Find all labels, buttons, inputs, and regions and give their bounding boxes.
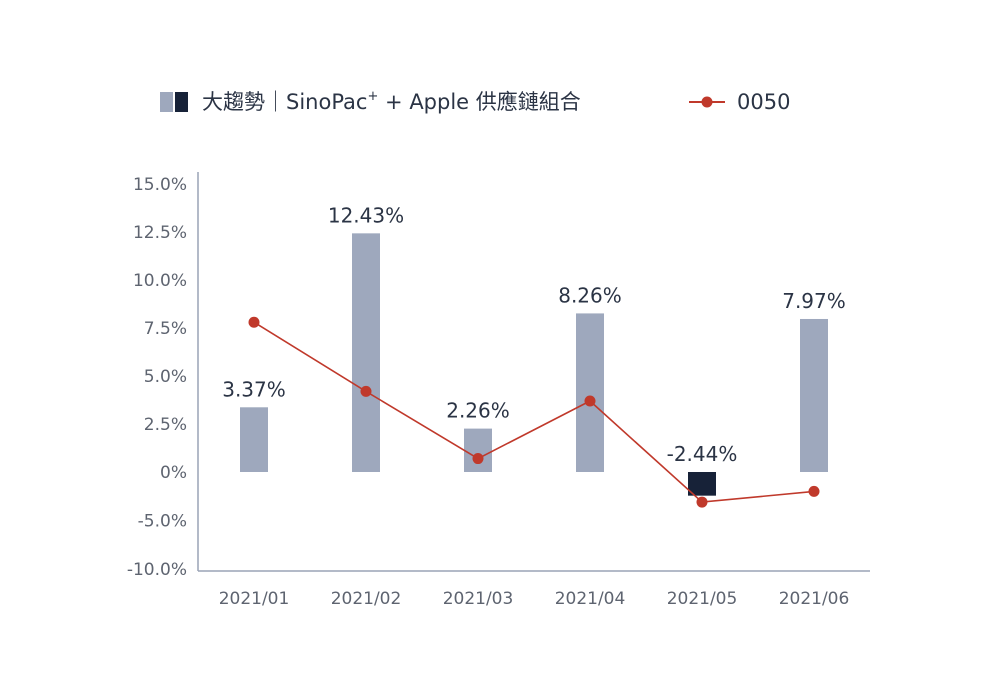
line-0050 (253, 321, 815, 503)
bar-data-label: 8.26% (558, 283, 622, 307)
line-point (248, 316, 260, 328)
legend-bar-label-sup: + (367, 89, 378, 104)
line-point (696, 496, 708, 508)
line-series (248, 316, 820, 508)
y-tick-label: 15.0% (133, 175, 187, 195)
x-tick-label: 2021/01 (219, 589, 290, 609)
bar-data-label: 7.97% (782, 289, 846, 313)
legend-swatch-dark (175, 92, 188, 112)
legend: 大趨勢｜SinoPac+ + Apple 供應鏈組合 0050 (160, 89, 790, 114)
bar (576, 313, 604, 472)
bar-data-label: 3.37% (222, 377, 286, 401)
y-tick-label: 10.0% (133, 271, 187, 291)
line-point (808, 485, 820, 497)
legend-bar-swatch (160, 92, 188, 112)
y-tick-label: 5.0% (144, 367, 187, 387)
bar (240, 407, 268, 472)
y-tick-labels: 15.0% 12.5% 10.0% 7.5% 5.0% 2.5% 0% -5.0% -10.0% (127, 175, 187, 580)
legend-swatch-light (160, 92, 173, 112)
bar-data-label: -2.44% (667, 442, 738, 466)
x-tick-label: 2021/06 (779, 589, 850, 609)
y-tick-label: 0% (160, 463, 187, 483)
bar-series (240, 233, 828, 496)
x-tick-label: 2021/02 (331, 589, 402, 609)
line-point (584, 395, 596, 407)
line-point (472, 453, 484, 465)
x-tick-label: 2021/05 (667, 589, 738, 609)
x-tick-labels: 2021/01 2021/02 2021/03 2021/04 2021/05 2021/… (219, 589, 850, 609)
bar (464, 428, 492, 472)
bar-data-label: 2.26% (446, 399, 510, 423)
bar (688, 472, 716, 496)
y-tick-label: -5.0% (138, 512, 187, 532)
y-tick-label: 12.5% (133, 223, 187, 243)
y-tick-label: 2.5% (144, 415, 187, 435)
x-tick-label: 2021/03 (443, 589, 514, 609)
line-point (360, 385, 372, 397)
bar (800, 318, 828, 472)
legend-line-marker (701, 96, 713, 108)
legend-line-swatch (689, 96, 725, 108)
legend-bar-label-tail: + Apple 供應鏈組合 (378, 90, 580, 114)
bar-data-labels: 3.37% 12.43% 2.26% 8.26% -2.44% 7.97% (222, 203, 846, 466)
legend-bar-label: 大趨勢｜SinoPac+ + Apple 供應鏈組合 (202, 89, 581, 114)
legend-bar-label-main: 大趨勢｜SinoPac (202, 90, 367, 114)
y-tick-label: 7.5% (144, 319, 187, 339)
x-tick-label: 2021/04 (555, 589, 626, 609)
bar-data-label: 12.43% (328, 203, 404, 227)
y-tick-label: -10.0% (127, 560, 187, 580)
legend-line-label: 0050 (737, 90, 790, 114)
bar (352, 233, 380, 472)
